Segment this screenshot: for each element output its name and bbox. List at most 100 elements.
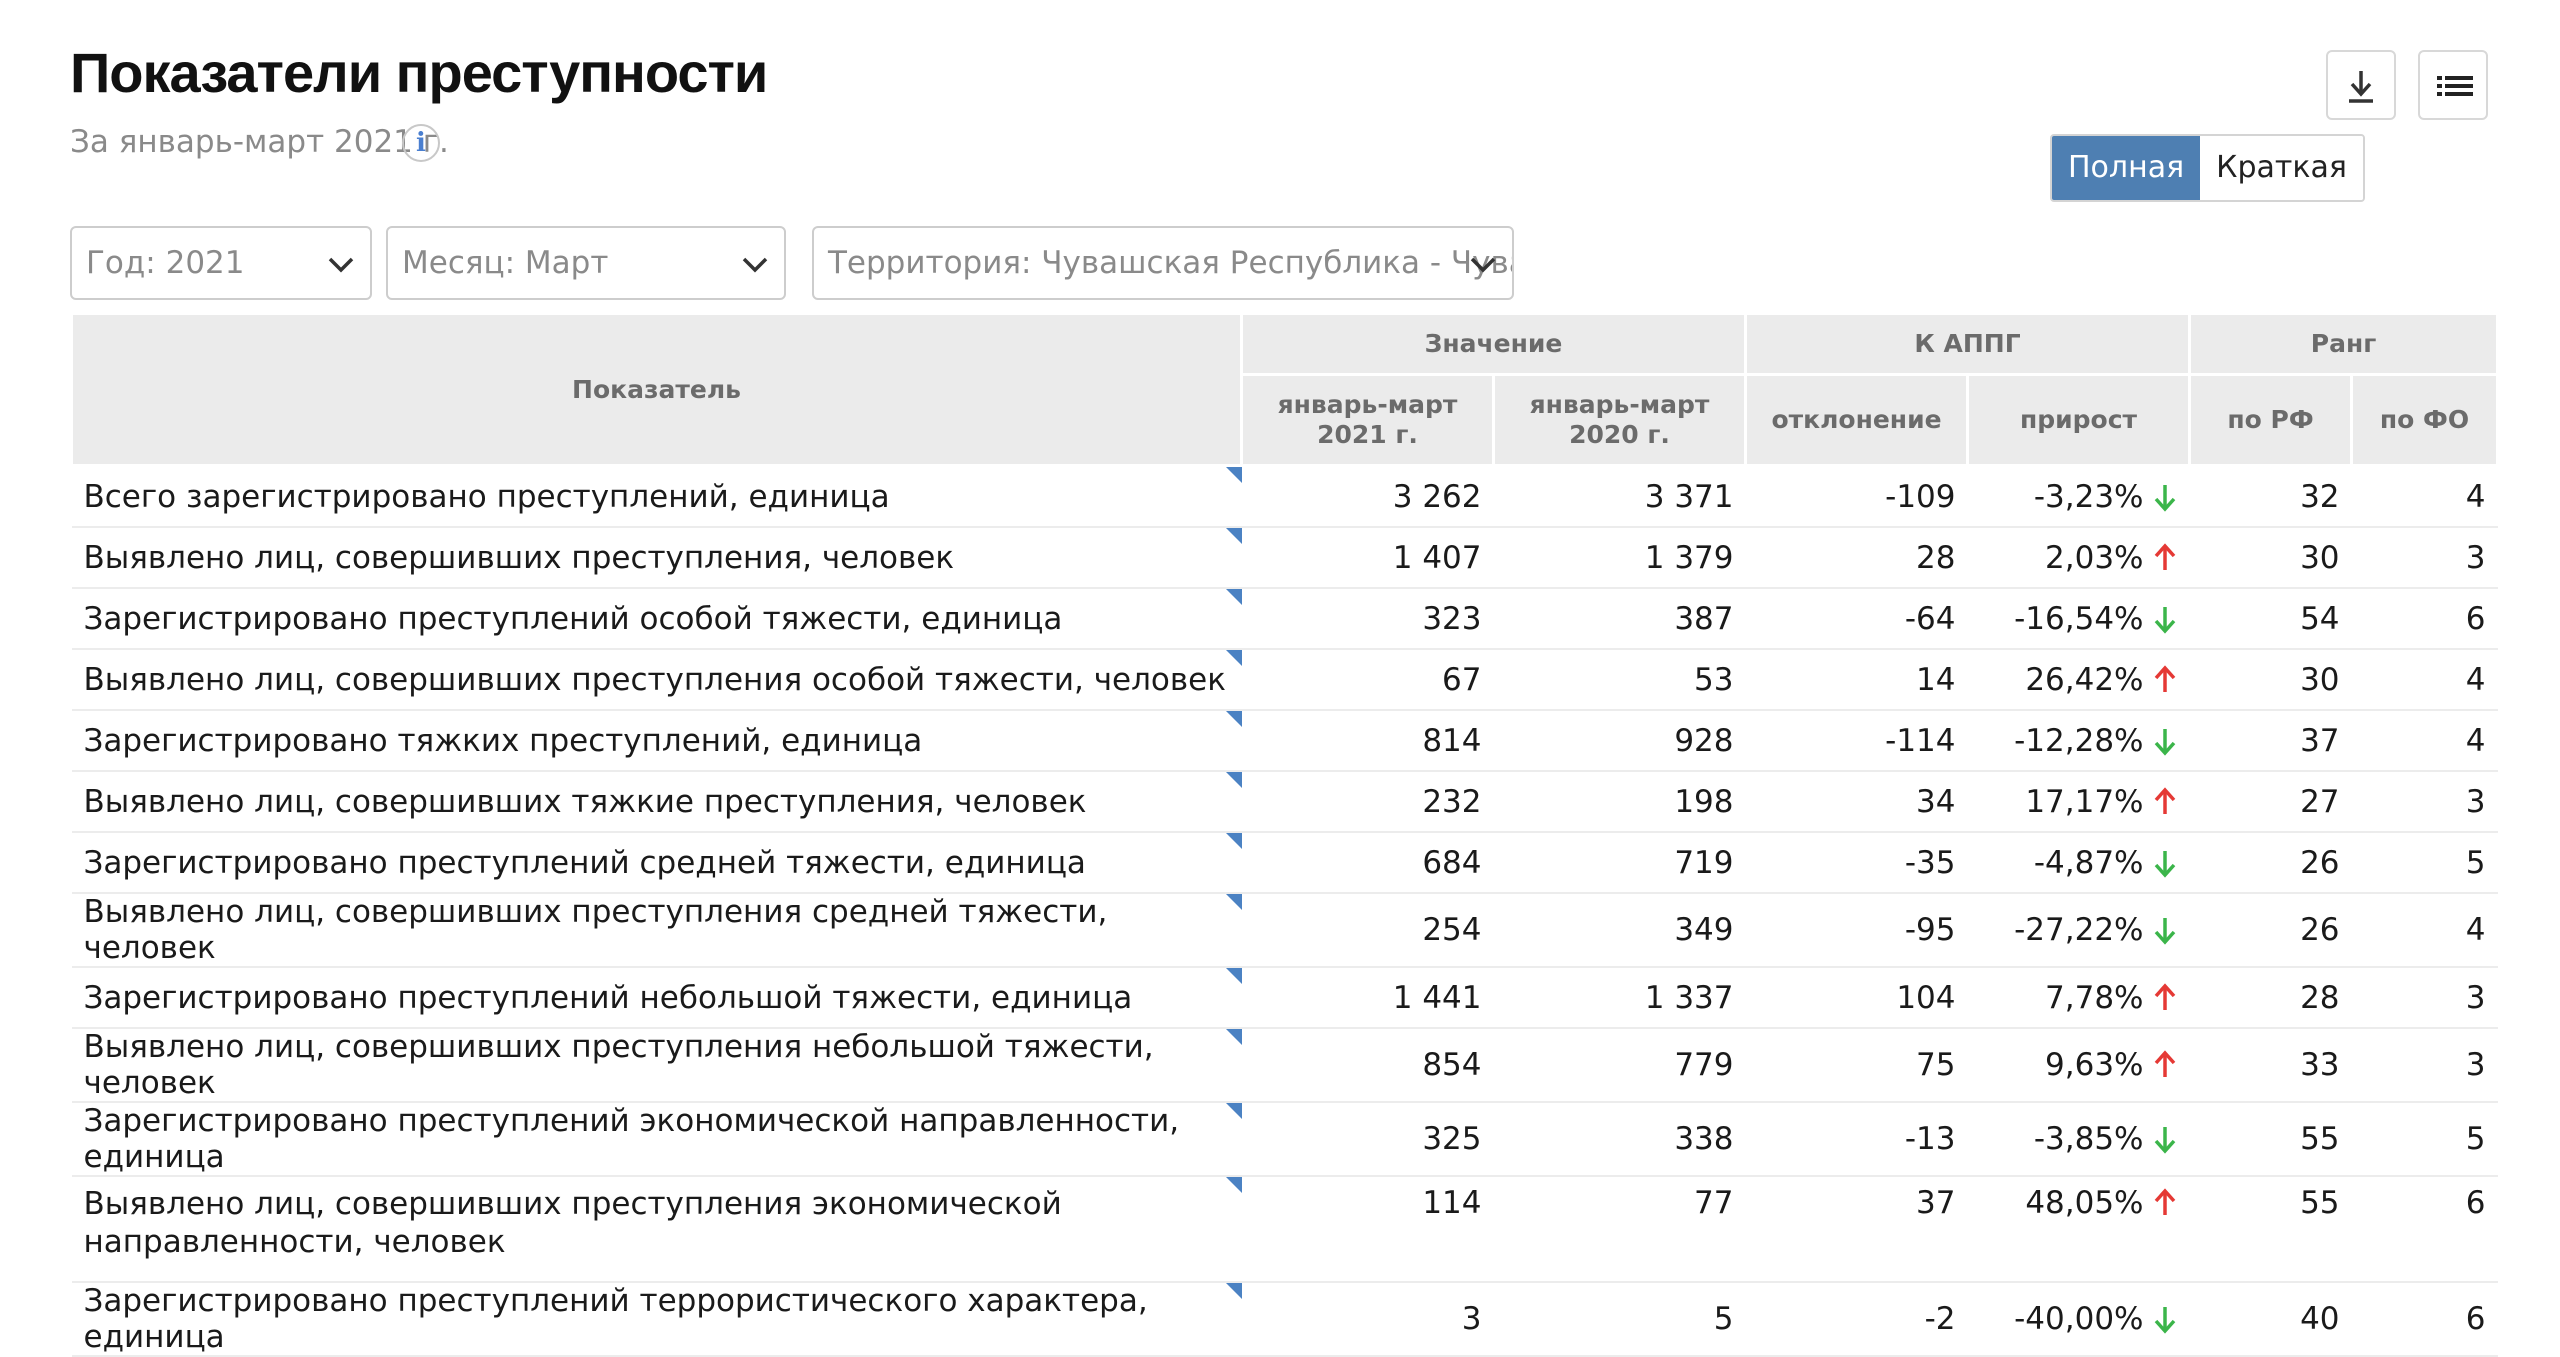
indicator-name: Зарегистрировано преступлений небольшой …: [83, 979, 1133, 1016]
comment-marker-icon[interactable]: [1225, 833, 1242, 849]
rank-fo: 4: [2351, 465, 2498, 528]
value-current: 67: [1241, 649, 1494, 711]
value-previous: 5: [1493, 1282, 1746, 1357]
comment-marker-icon[interactable]: [1225, 1103, 1242, 1119]
comment-marker-icon[interactable]: [1225, 650, 1242, 666]
chevron-down-icon: [742, 257, 768, 273]
col-group-value: Значение: [1240, 312, 1747, 376]
growth-value: 17,17%: [2025, 783, 2144, 820]
indicator-name-cell: Зарегистрировано преступлений террористи…: [71, 1282, 1242, 1357]
deviation-value: -64: [1745, 588, 1968, 650]
comment-marker-icon[interactable]: [1225, 894, 1242, 910]
value-previous: 3 371: [1493, 465, 1746, 528]
comment-marker-icon[interactable]: [1225, 711, 1242, 727]
table-row[interactable]: Выявлено лиц, совершивших преступления н…: [71, 1028, 2498, 1103]
arrow-up-icon: [2154, 786, 2175, 814]
col-header-deviation[interactable]: отклонение: [1744, 373, 1969, 467]
list-view-button[interactable]: [2418, 50, 2488, 120]
value-current: 3 262: [1241, 465, 1494, 528]
value-previous: 349: [1493, 893, 1746, 968]
rank-fo: 6: [2351, 1176, 2498, 1283]
growth-cell: -16,54%: [1967, 588, 2190, 650]
growth-value: -3,85%: [2033, 1121, 2144, 1157]
col-header-growth[interactable]: прирост: [1965, 373, 2192, 467]
value-previous: 338: [1493, 1102, 1746, 1177]
indicator-name-cell: Зарегистрировано преступлений особой тяж…: [71, 588, 1242, 650]
territory-select-value: Территория: Чувашская Республика - Чуваш…: [828, 245, 1514, 281]
col-header-rank-rf[interactable]: по РФ: [2188, 373, 2354, 467]
comment-marker-icon[interactable]: [1225, 1283, 1242, 1299]
arrow-down-icon: [2154, 484, 2175, 512]
deviation-value: 37: [1745, 1176, 1968, 1283]
arrow-down-icon: [2154, 1127, 2175, 1154]
indicator-name: Выявлено лиц, совершивших преступления о…: [83, 661, 1226, 698]
col-header-previous[interactable]: январь-март 2020 г.: [1492, 373, 1747, 467]
growth-cell: -27,22%: [1967, 893, 2190, 968]
arrow-up-icon: [2154, 982, 2175, 1010]
month-select[interactable]: Месяц: Март: [386, 226, 786, 300]
col-header-indicator[interactable]: Показатель: [70, 312, 1243, 467]
growth-cell: 26,42%: [1967, 649, 2190, 711]
toggle-short[interactable]: Краткая: [2200, 136, 2363, 200]
rank-rf: 55: [2189, 1102, 2352, 1177]
indicator-name: Выявлено лиц, совершивших преступления, …: [83, 539, 955, 576]
table-row[interactable]: Выявлено лиц, совершивших преступления, …: [71, 527, 2498, 589]
table-row[interactable]: Выявлено лиц, совершивших преступления с…: [71, 893, 2498, 968]
table-row[interactable]: Выявлено лиц, совершивших тяжкие преступ…: [71, 771, 2498, 833]
table-row[interactable]: Зарегистрировано преступлений особой тяж…: [71, 588, 2498, 650]
table-row[interactable]: Выявлено лиц, совершивших преступления о…: [71, 649, 2498, 711]
indicator-name-cell: Зарегистрировано преступлений экономичес…: [71, 1102, 1242, 1177]
indicator-name-cell: Выявлено лиц, совершивших тяжкие преступ…: [71, 771, 1242, 833]
col-header-current[interactable]: январь-март 2021 г.: [1240, 373, 1495, 467]
table-row[interactable]: Зарегистрировано преступлений средней тя…: [71, 832, 2498, 894]
value-current: 254: [1241, 893, 1494, 968]
toggle-full[interactable]: Полная: [2052, 136, 2201, 200]
indicator-name: Зарегистрировано преступлений особой тяж…: [83, 600, 1063, 637]
table-row[interactable]: Зарегистрировано тяжких преступлений, ед…: [71, 710, 2498, 772]
comment-marker-icon[interactable]: [1225, 589, 1242, 605]
growth-value: -27,22%: [2014, 912, 2144, 948]
rank-fo: 4: [2351, 893, 2498, 968]
value-current: 684: [1241, 832, 1494, 894]
table-row[interactable]: Зарегистрировано преступлений небольшой …: [71, 967, 2498, 1029]
download-button[interactable]: [2326, 50, 2396, 120]
table-row[interactable]: Выявлено лиц, совершивших преступления э…: [71, 1176, 2498, 1283]
comment-marker-icon[interactable]: [1225, 467, 1242, 483]
value-current: 814: [1241, 710, 1494, 772]
rank-rf: 55: [2189, 1176, 2352, 1283]
table-row[interactable]: Всего зарегистрировано преступлений, еди…: [71, 465, 2498, 528]
info-icon[interactable]: i: [402, 124, 440, 162]
indicator-name-cell: Выявлено лиц, совершивших преступления э…: [71, 1176, 1242, 1283]
indicator-name: Выявлено лиц, совершивших преступления н…: [83, 1029, 1154, 1101]
growth-cell: -3,23%: [1967, 465, 2190, 528]
table-row[interactable]: Зарегистрировано преступлений террористи…: [71, 1282, 2498, 1357]
growth-value: 26,42%: [2025, 661, 2144, 698]
arrow-down-icon: [2154, 850, 2175, 878]
col-header-rank-fo[interactable]: по ФО: [2350, 373, 2500, 467]
indicator-name-cell: Выявлено лиц, совершивших преступления, …: [71, 527, 1242, 589]
rank-fo: 5: [2351, 1102, 2498, 1177]
rank-fo: 4: [2351, 710, 2498, 772]
rank-fo: 5: [2351, 832, 2498, 894]
deviation-value: 104: [1745, 967, 1968, 1029]
deviation-value: 34: [1745, 771, 1968, 833]
comment-marker-icon[interactable]: [1225, 528, 1242, 544]
deviation-value: -2: [1745, 1282, 1968, 1357]
year-select[interactable]: Год: 2021: [70, 226, 372, 300]
comment-marker-icon[interactable]: [1225, 772, 1242, 788]
deviation-value: -114: [1745, 710, 1968, 772]
deviation-value: -35: [1745, 832, 1968, 894]
comment-marker-icon[interactable]: [1225, 1029, 1242, 1045]
indicator-name-cell: Всего зарегистрировано преступлений, еди…: [71, 465, 1242, 528]
value-current: 854: [1241, 1028, 1494, 1103]
indicator-name-cell: Зарегистрировано преступлений средней тя…: [71, 832, 1242, 894]
rank-rf: 26: [2189, 893, 2352, 968]
comment-marker-icon[interactable]: [1225, 968, 1242, 984]
indicator-name: Зарегистрировано тяжких преступлений, ед…: [83, 722, 923, 759]
table-row[interactable]: Зарегистрировано преступлений экономичес…: [71, 1102, 2498, 1177]
download-icon: [2349, 71, 2373, 103]
territory-select[interactable]: Территория: Чувашская Республика - Чуваш…: [812, 226, 1514, 300]
comment-marker-icon[interactable]: [1225, 1177, 1242, 1193]
arrow-down-icon: [2154, 728, 2175, 756]
value-previous: 928: [1493, 710, 1746, 772]
